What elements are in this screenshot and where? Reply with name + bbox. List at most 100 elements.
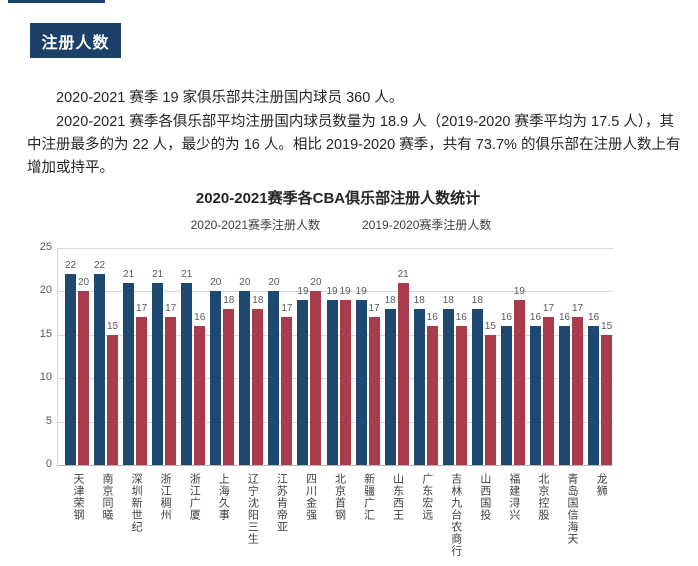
bar-series-2: [252, 308, 264, 465]
bar-value-label: 16: [194, 312, 206, 324]
bar-value-label: 15: [484, 320, 496, 332]
bar-series-1: [529, 326, 541, 465]
bar-value-label: 17: [571, 303, 584, 315]
bar-series-1: [326, 300, 338, 465]
bar-series-2: [397, 282, 409, 465]
bar-series-1: [268, 291, 280, 465]
x-axis-label: 天津荣钢: [72, 473, 84, 521]
bar-series-1: [471, 308, 483, 465]
y-tick-label: 15: [39, 327, 52, 340]
bar-value-label: 20: [310, 277, 322, 289]
bar-series-2: [426, 326, 438, 465]
legend-item-2020-2021: 2020-2021赛季注册人数: [179, 216, 320, 233]
x-axis-label: 新疆广汇: [362, 473, 375, 521]
x-axis-label: 深圳新世纪: [130, 473, 143, 533]
gridline: [57, 248, 613, 249]
bar-series-2: [484, 334, 496, 465]
x-axis-label: 四川金强: [304, 473, 317, 521]
bar-series-1: [94, 274, 106, 465]
x-axis-label: 山东西王: [391, 473, 404, 521]
bar-value-label: 19: [297, 286, 309, 298]
x-axis-label: 浙江稠州: [159, 473, 172, 521]
gridline: [57, 291, 613, 293]
bar-value-label: 17: [136, 303, 148, 315]
legend-label-2020-2021: 2020-2021赛季注册人数: [190, 218, 320, 232]
bar-value-label: 18: [413, 294, 425, 306]
bar-series-2: [513, 300, 525, 465]
bar-value-label: 19: [339, 286, 351, 298]
paragraph-total-registration: 2020-2021 赛季 19 家俱乐部共注册国内球员 360 人。: [56, 90, 404, 106]
bar-value-label: 18: [252, 294, 264, 306]
y-tick-label: 25: [39, 241, 52, 253]
bar-value-label: 21: [397, 268, 409, 280]
x-axis-label: 山西国投: [478, 473, 491, 521]
bar-series-2: [601, 334, 613, 465]
bar-series-1: [413, 308, 425, 465]
section-badge-label: 注册人数: [41, 34, 110, 52]
bar-value-label: 18: [223, 294, 235, 306]
bar-series-2: [78, 291, 89, 465]
bar-value-label: 19: [355, 286, 367, 298]
bar-value-label: 16: [588, 312, 600, 324]
bar-series-2: [281, 317, 293, 465]
y-axis-line: [57, 248, 58, 465]
bar-value-label: 19: [326, 286, 338, 298]
bar-value-label: 16: [426, 312, 438, 324]
bar-value-label: 17: [542, 303, 555, 315]
bar-value-label: 21: [152, 268, 164, 280]
bar-value-label: 22: [93, 260, 106, 272]
paragraph-average-registration: 2020-2021 赛季各俱乐部平均注册国内球员数量为 18.9 人（2019-…: [27, 114, 681, 176]
x-axis-label: 北京首钢: [333, 473, 346, 521]
bar-value-label: 20: [268, 277, 280, 289]
bar-series-2: [368, 317, 380, 465]
bar-series-1: [384, 308, 396, 465]
section-badge: 注册人数: [30, 23, 121, 58]
bar-series-2: [542, 317, 554, 465]
bar-value-label: 15: [601, 320, 613, 332]
bar-series-1: [239, 291, 251, 465]
bar-value-label: 21: [181, 268, 193, 280]
bar-series-1: [297, 300, 309, 465]
bar-series-2: [136, 317, 148, 465]
bar-value-label: 16: [500, 312, 512, 324]
bar-value-label: 20: [210, 277, 222, 289]
bar-series-2: [310, 291, 322, 465]
bar-value-label: 17: [165, 303, 177, 315]
bar-value-label: 22: [64, 260, 77, 272]
chart-legend: 2020-2021赛季注册人数 2019-2020赛季注册人数: [0, 216, 670, 233]
y-tick-label: 0: [45, 458, 52, 470]
y-tick-label: 5: [45, 414, 52, 427]
x-axis-label: 广东宏远: [420, 473, 433, 521]
bar-value-label: 16: [529, 312, 542, 324]
bar-value-label: 17: [281, 303, 293, 315]
bar-series-1: [559, 326, 571, 465]
bar-value-label: 18: [442, 294, 454, 306]
bar-series-2: [194, 326, 206, 465]
x-axis-label: 江苏肯帝亚: [275, 473, 288, 533]
bar-series-2: [107, 334, 119, 465]
bar-series-1: [500, 326, 512, 465]
bar-value-label: 16: [455, 312, 467, 324]
chart-title: 2020-2021赛季各CBA俱乐部注册人数统计: [195, 190, 481, 207]
bar-series-2: [339, 300, 351, 465]
bar-value-label: 18: [471, 294, 483, 306]
bar-series-1: [152, 282, 164, 465]
bar-value-label: 20: [77, 277, 90, 289]
top-tab-remnant: [8, 0, 105, 3]
bar-series-1: [210, 291, 222, 465]
x-axis-label: 浙江广厦: [188, 473, 201, 521]
x-axis-label: 北京控股: [536, 473, 549, 521]
bar-series-2: [572, 317, 584, 465]
bar-value-label: 19: [513, 286, 525, 298]
legend-label-2019-2020: 2019-2020赛季注册人数: [362, 218, 492, 232]
x-axis-label: 南京同曦: [101, 473, 114, 521]
legend-item-2019-2020: 2019-2020赛季注册人数: [350, 216, 491, 233]
bar-series-1: [181, 282, 193, 465]
bar-value-label: 21: [123, 268, 135, 280]
x-axis-label: 辽宁沈阳三生: [246, 473, 259, 545]
bar-series-1: [355, 300, 367, 465]
bar-value-label: 15: [106, 320, 119, 332]
bar-series-1: [65, 274, 76, 465]
x-axis-label: 上海久事: [217, 473, 230, 521]
